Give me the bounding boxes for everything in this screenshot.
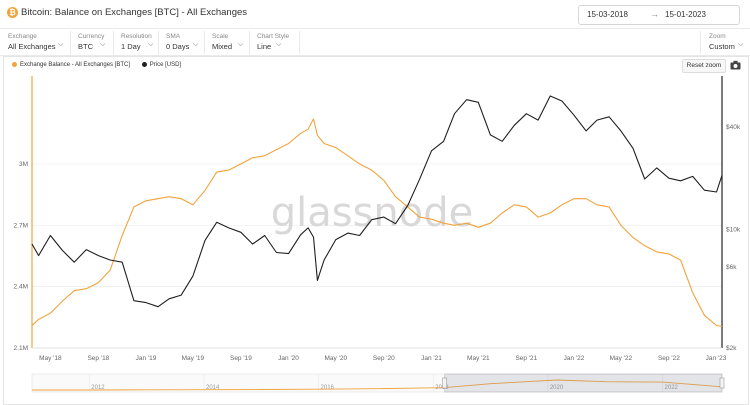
x-tick-label: Sep '20 [373,355,395,362]
series-line-exchange-balance[interactable] [31,118,723,328]
zoom-label: Zoom [709,33,726,40]
x-tick-label: Jan '22 [564,355,585,362]
x-tick-label: Jan '23 [706,355,727,362]
chevron-down-icon: ⌵ [148,41,154,48]
chart-title: Bitcoin: Balance on Exchanges [BTC] - Al… [21,7,248,18]
x-tick-label: Sep '22 [658,355,680,362]
x-tick-label: Sep '21 [515,355,537,362]
legend-item-balance[interactable]: Exchange Balance - All Exchanges [BTC] [12,62,132,68]
x-tick-label: May '19 [182,355,205,362]
currency-label: Currency [78,33,105,40]
chart-style-select[interactable]: Chart Style Line ⌵ [249,31,300,54]
currency-value: BTC [78,42,93,51]
y-left-tick-label: 3M [19,161,28,168]
y-right-tick-label: $6k [726,264,737,271]
y-right-tick-label: $10k [726,226,741,233]
bitcoin-icon: ₿ [7,7,18,18]
x-tick-label: May '18 [39,355,62,362]
y-right-tick-label: $40k [726,124,741,131]
date-range-picker[interactable]: 15-03-2018 → 15-01-2023 [578,5,740,25]
chevron-down-icon: ⌵ [58,41,64,48]
glassnode-watermark: glassnode [271,190,474,236]
zoom-select[interactable]: Zoom Custom ⌵ [700,31,750,54]
series-line-price[interactable] [31,95,723,308]
x-tick-label: May '22 [610,355,633,362]
chevron-down-icon: ⌵ [193,41,199,48]
date-from[interactable]: 15-03-2018 [587,10,628,19]
chevron-down-icon: ⌵ [100,41,106,48]
chart-card [3,56,749,405]
chevron-down-icon: ⌵ [738,41,744,48]
arrow-right-icon: → [650,9,659,19]
y-right-tick-label: $2k [726,345,737,352]
chart-style-label: Chart Style [257,33,290,40]
exchange-value: All Exchanges [8,42,56,51]
resolution-label: Resolution [121,33,152,40]
legend: Exchange Balance - All Exchanges [BTC] P… [12,62,191,69]
navigator-year-label: 2012 [91,385,105,391]
scale-value: Mixed [212,42,233,51]
chevron-down-icon: ⌵ [276,41,282,48]
chevron-down-icon: ⌵ [238,41,244,48]
header-bar: ₿ Bitcoin: Balance on Exchanges [BTC] - … [0,0,750,27]
navigator-series [32,379,723,391]
navigator-year-label: 2016 [321,385,335,391]
legend-swatch-price [141,62,147,67]
navigator-year-label: 2020 [550,385,564,391]
resolution-value: 1 Day [121,42,141,51]
currency-select[interactable]: Currency BTC ⌵ [70,31,114,54]
x-tick-label: Sep '18 [87,355,109,362]
legend-swatch-balance [12,62,17,67]
x-tick-label: Sep '19 [230,355,252,362]
y-left-tick-label: 2.7M [14,222,28,229]
legend-item-price[interactable]: Price [USD] [141,62,182,69]
x-tick-label: May '21 [467,355,490,362]
y-left-tick-label: 2.1M [14,345,28,352]
x-tick-label: May '20 [325,355,348,362]
x-tick-label: Jan '19 [136,355,157,362]
camera-icon[interactable] [730,60,741,70]
reset-zoom-button[interactable]: Reset zoom [682,59,726,73]
x-tick-label: Jan '21 [421,355,442,362]
scale-label: Scale [212,33,229,40]
sma-label: SMA [166,33,181,40]
chart-style-value: Line [257,42,272,51]
navigator-selection[interactable] [444,373,723,393]
exchange-select[interactable]: Exchange All Exchanges ⌵ [0,31,71,54]
x-tick-label: Jan '20 [278,355,299,362]
navigator-year-label: 2014 [206,385,220,391]
date-to[interactable]: 15-01-2023 [665,10,706,19]
resolution-select[interactable]: Resolution 1 Day ⌵ [113,31,159,54]
y-left-tick-label: 2.4M [14,284,28,291]
legend-label-balance: Exchange Balance - All Exchanges [BTC] [20,62,131,69]
sma-value: 0 Days [166,42,190,51]
navigator-year-label: 2022 [665,385,679,391]
sma-select[interactable]: SMA 0 Days ⌵ [158,31,205,54]
navigator-handle[interactable] [442,377,448,389]
exchange-label: Exchange [8,33,37,40]
navigator-handle[interactable] [719,377,725,389]
scale-select[interactable]: Scale Mixed ⌵ [204,31,250,54]
zoom-value: Custom [709,42,735,51]
controls-bar: Exchange All Exchanges ⌵ Currency BTC ⌵ … [0,28,750,56]
legend-label-price: Price [USD] [149,62,182,69]
